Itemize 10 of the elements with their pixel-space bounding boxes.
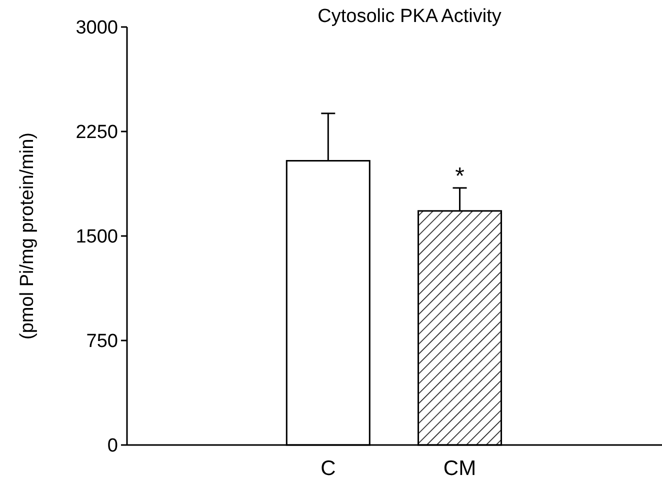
y-tick-label: 3000 <box>76 18 118 39</box>
annotation: * <box>455 162 464 190</box>
y-tick-label: 750 <box>86 331 118 352</box>
y-tick-label: 0 <box>107 436 118 457</box>
y-axis-title: (pmol Pi/mg protein/min) <box>17 132 38 340</box>
chart-title: Cytosolic PKA Activity <box>318 6 502 27</box>
y-tick-label: 2250 <box>76 122 118 144</box>
y-tick-label: 1500 <box>76 226 118 248</box>
x-tick-label: C <box>320 457 336 480</box>
x-tick-label: CM <box>443 457 476 480</box>
